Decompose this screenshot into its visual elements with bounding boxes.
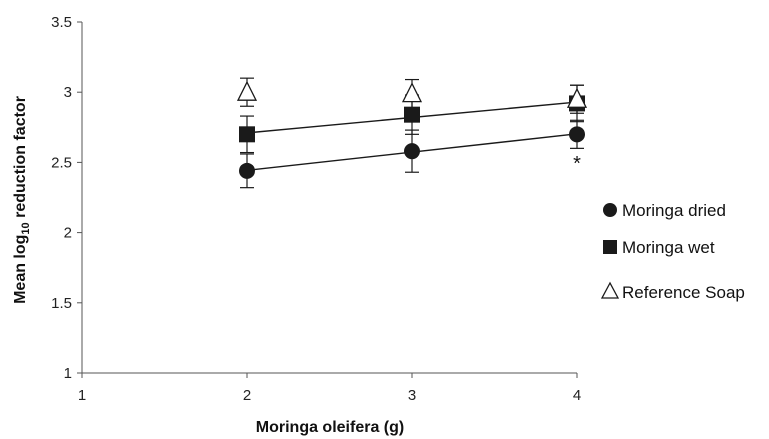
- x-tick-label: 4: [573, 387, 581, 404]
- x-tick-label: 1: [78, 387, 86, 404]
- data-point-moringa-dried: [239, 162, 255, 179]
- y-axis-title-subscript: 10: [20, 222, 32, 234]
- data-point-moringa-dried: [569, 126, 585, 143]
- data-point-reference-soap: [236, 80, 258, 101]
- legend-label-reference-soap: Reference Soap: [622, 283, 745, 302]
- data-point-moringa-dried: [404, 143, 420, 160]
- y-tick-label: 2: [64, 225, 72, 242]
- filled-square-icon: [603, 240, 617, 254]
- legend-label-moringa-wet: Moringa wet: [622, 238, 715, 257]
- legend-label-moringa-dried: Moringa dried: [622, 201, 726, 220]
- y-tick-label: 3: [64, 84, 72, 101]
- open-triangle-icon: [600, 281, 620, 299]
- x-tick-label: 3: [408, 387, 416, 404]
- legend: Moringa dried Moringa wet Reference Soap: [600, 201, 745, 302]
- legend-item-moringa-wet: Moringa wet: [603, 238, 715, 257]
- y-tick-label: 1.5: [51, 295, 72, 312]
- filled-circle-icon: [603, 203, 617, 217]
- axes: [81, 22, 577, 374]
- y-axis-title: Mean log10 reduction factor: [12, 96, 32, 304]
- y-tick-label: 1: [64, 365, 72, 382]
- data-point-moringa-wet: [239, 126, 255, 143]
- y-tick-label: 2.5: [51, 154, 72, 171]
- y-axis-title-main: Mean log: [12, 235, 29, 304]
- legend-item-reference-soap: Reference Soap: [600, 281, 745, 302]
- data-point-moringa-wet: [404, 106, 420, 123]
- ticks: 1 1.5 2 2.5 3 3.5 1 2 3 4: [51, 14, 581, 404]
- series: *: [236, 77, 588, 189]
- significance-asterisk: *: [573, 153, 581, 175]
- data-point-reference-soap: [401, 82, 423, 103]
- data-point-reference-soap: [566, 87, 588, 108]
- x-axis-title: Moringa oleifera (g): [256, 419, 404, 436]
- legend-item-moringa-dried: Moringa dried: [603, 201, 726, 220]
- y-axis-title-rest: reduction factor: [12, 96, 29, 222]
- y-tick-label: 3.5: [51, 14, 72, 31]
- x-tick-label: 2: [243, 387, 251, 404]
